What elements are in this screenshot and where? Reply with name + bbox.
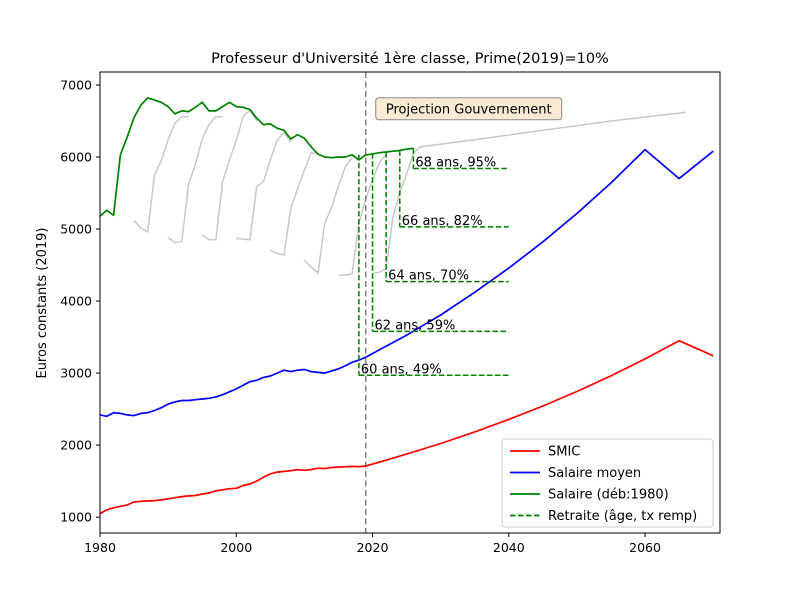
y-tick-label: 6000	[60, 149, 92, 164]
legend-entry-salaire: Salaire (déb:1980)	[548, 488, 669, 503]
legend-entry-salaire-moyen: Salaire moyen	[548, 466, 641, 481]
ghost-salary-curve	[201, 109, 258, 241]
chart-title: Professeur d'Université 1ère classe, Pri…	[211, 51, 609, 67]
salaire-moyen-line	[100, 148, 714, 418]
ghost-salary-curve	[372, 146, 421, 275]
retraite-label: 62 ans, 59%	[375, 318, 456, 333]
x-tick-label: 2020	[357, 540, 389, 555]
annotation-box	[375, 97, 563, 121]
ghost-salary-curve	[338, 153, 387, 276]
ghost-salary-curve	[303, 157, 353, 275]
retraite-label: 60 ans, 49%	[361, 362, 442, 377]
ghost-salary-curve	[420, 111, 686, 148]
smic-line	[100, 339, 714, 515]
y-tick-label: 7000	[60, 77, 92, 92]
plot-marks	[100, 72, 714, 533]
axes-frame	[99, 71, 721, 534]
ghost-salary-curve	[269, 151, 319, 256]
ghost-salary-curve	[167, 115, 223, 244]
y-tick-label: 1000	[60, 510, 92, 525]
legend: SMIC Salaire moyen Salaire (déb:1980) Retra…	[501, 438, 714, 528]
y-tick-label: 2000	[60, 438, 92, 453]
x-tick-label: 2040	[493, 540, 525, 555]
salaire-line	[100, 97, 414, 217]
retraite-label: 66 ans, 82%	[402, 214, 483, 229]
y-tick-label: 5000	[60, 222, 92, 237]
plot-area: 60 ans, 49% 62 ans, 59% 64 ans, 70% 66 ans,…	[60, 71, 721, 555]
y-tick-label: 4000	[60, 294, 92, 309]
annotation-text: Projection Gouvernement	[386, 103, 552, 118]
projection-annotation: Projection Gouvernement	[375, 97, 563, 121]
x-tick-label: 2000	[220, 540, 252, 555]
legend-entry-smic: SMIC	[548, 445, 580, 460]
x-tick-label: 2060	[629, 540, 661, 555]
ghost-salary-curve	[133, 115, 189, 234]
retraite-label: 68 ans, 95%	[415, 156, 496, 171]
y-tick-label: 3000	[60, 366, 92, 381]
legend-entry-retraite: Retraite (âge, tx remp)	[548, 509, 697, 524]
y-axis-label: Euros constants (2019)	[35, 227, 50, 378]
retraite-label: 64 ans, 70%	[388, 269, 469, 284]
x-tick-label: 1980	[84, 540, 116, 555]
ghost-salary-curve	[236, 131, 292, 241]
legend-box	[501, 438, 714, 528]
